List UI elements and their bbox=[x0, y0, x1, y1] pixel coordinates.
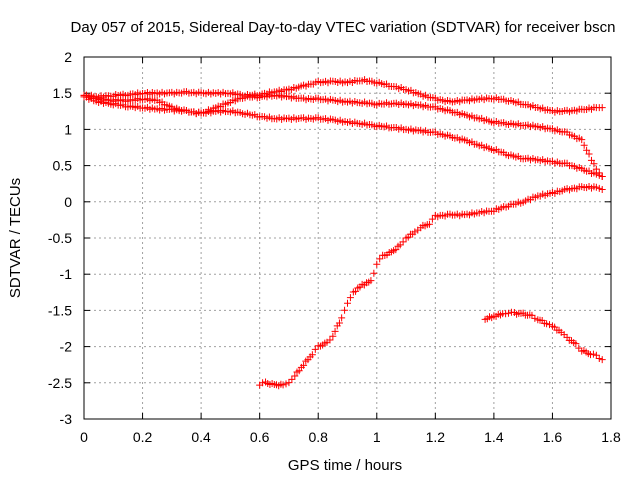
y-tick-label: -1 bbox=[60, 266, 73, 282]
data-point-marker bbox=[335, 319, 343, 327]
y-tick-label: 2 bbox=[64, 49, 72, 65]
y-tick-label: 0 bbox=[64, 194, 72, 210]
data-point-marker bbox=[341, 306, 349, 314]
x-tick-label: 0 bbox=[80, 429, 88, 445]
y-tick-label: 1.5 bbox=[53, 85, 73, 101]
x-tick-label: 0.4 bbox=[191, 429, 211, 445]
data-point-marker bbox=[598, 104, 606, 112]
chart-title: Day 057 of 2015, Sidereal Day-to-day VTE… bbox=[71, 19, 616, 36]
data-point-marker bbox=[598, 185, 606, 193]
data-point-marker bbox=[300, 361, 308, 369]
y-tick-label: 1 bbox=[64, 121, 72, 137]
data-point-marker bbox=[411, 228, 419, 236]
data-point-marker bbox=[528, 311, 536, 319]
data-point-marker bbox=[592, 183, 600, 191]
data-point-marker bbox=[589, 350, 597, 358]
data-point-marker bbox=[595, 184, 603, 192]
data-point-marker bbox=[543, 320, 551, 328]
data-point-marker bbox=[285, 379, 293, 387]
x-tick-label: 1.6 bbox=[543, 429, 563, 445]
x-tick-label: 0.2 bbox=[133, 429, 153, 445]
data-point-marker bbox=[279, 381, 287, 389]
data-point-marker bbox=[329, 332, 337, 340]
data-point-marker bbox=[331, 327, 339, 335]
data-point-marker bbox=[587, 351, 595, 359]
data-point-marker bbox=[598, 356, 606, 364]
data-point-marker bbox=[291, 372, 299, 380]
data-point-marker bbox=[580, 141, 588, 149]
y-tick-label: -2.5 bbox=[48, 375, 72, 391]
y-axis-label: SDTVAR / TECUs bbox=[7, 178, 24, 298]
data-point-marker bbox=[308, 351, 316, 359]
data-point-marker bbox=[592, 170, 600, 178]
data-point-marker bbox=[598, 172, 606, 180]
data-point-marker bbox=[370, 269, 378, 277]
data-point-marker bbox=[396, 241, 404, 249]
data-point-marker bbox=[575, 344, 583, 352]
x-tick-label: 1 bbox=[373, 429, 381, 445]
data-point-marker bbox=[505, 309, 513, 317]
data-point-marker bbox=[399, 238, 407, 246]
data-point-marker bbox=[590, 160, 598, 168]
y-tick-label: -0.5 bbox=[48, 230, 72, 246]
data-point-marker bbox=[311, 345, 319, 353]
data-point-marker bbox=[572, 340, 580, 348]
data-point-marker bbox=[578, 136, 586, 144]
data-point-marker bbox=[502, 310, 510, 318]
data-point-marker bbox=[282, 380, 290, 388]
x-axis-label: GPS time / hours bbox=[288, 457, 402, 474]
data-point-marker bbox=[344, 299, 351, 307]
series-satellite-track-3 bbox=[80, 93, 606, 180]
data-point-marker bbox=[428, 215, 436, 223]
x-tick-label: 0.8 bbox=[308, 429, 328, 445]
series-satellite-track-5 bbox=[481, 308, 606, 364]
series-satellite-track-1 bbox=[80, 76, 606, 116]
data-point-marker bbox=[595, 354, 603, 362]
data-point-marker bbox=[425, 220, 433, 228]
data-point-marker bbox=[373, 260, 381, 268]
series-satellite-track-4 bbox=[256, 183, 606, 390]
data-point-marker bbox=[595, 171, 603, 179]
data-series bbox=[80, 76, 606, 390]
x-tick-label: 0.6 bbox=[250, 429, 270, 445]
data-point-marker bbox=[376, 255, 384, 263]
x-tick-label: 1.2 bbox=[426, 429, 446, 445]
y-tick-label: 0.5 bbox=[53, 158, 73, 174]
data-point-marker bbox=[259, 379, 267, 387]
data-point-marker bbox=[583, 146, 591, 154]
x-tick-label: 1.8 bbox=[601, 429, 621, 445]
data-point-marker bbox=[367, 277, 375, 285]
y-tick-label: -3 bbox=[60, 411, 73, 427]
data-point-marker bbox=[546, 321, 554, 329]
y-tick-label: -1.5 bbox=[48, 302, 72, 318]
x-axis-ticks: 0 0.2 0.4 0.6 0.8 1 1.2 1.4 1.6 1.8 bbox=[80, 57, 621, 445]
data-point-marker bbox=[346, 294, 354, 302]
data-point-marker bbox=[288, 375, 296, 383]
x-tick-label: 1.4 bbox=[484, 429, 504, 445]
data-point-marker bbox=[592, 351, 600, 359]
data-point-marker bbox=[585, 150, 593, 158]
y-tick-label: -2 bbox=[60, 339, 73, 355]
data-point-marker bbox=[326, 336, 334, 344]
data-point-marker bbox=[531, 314, 539, 322]
data-point-marker bbox=[338, 314, 346, 322]
